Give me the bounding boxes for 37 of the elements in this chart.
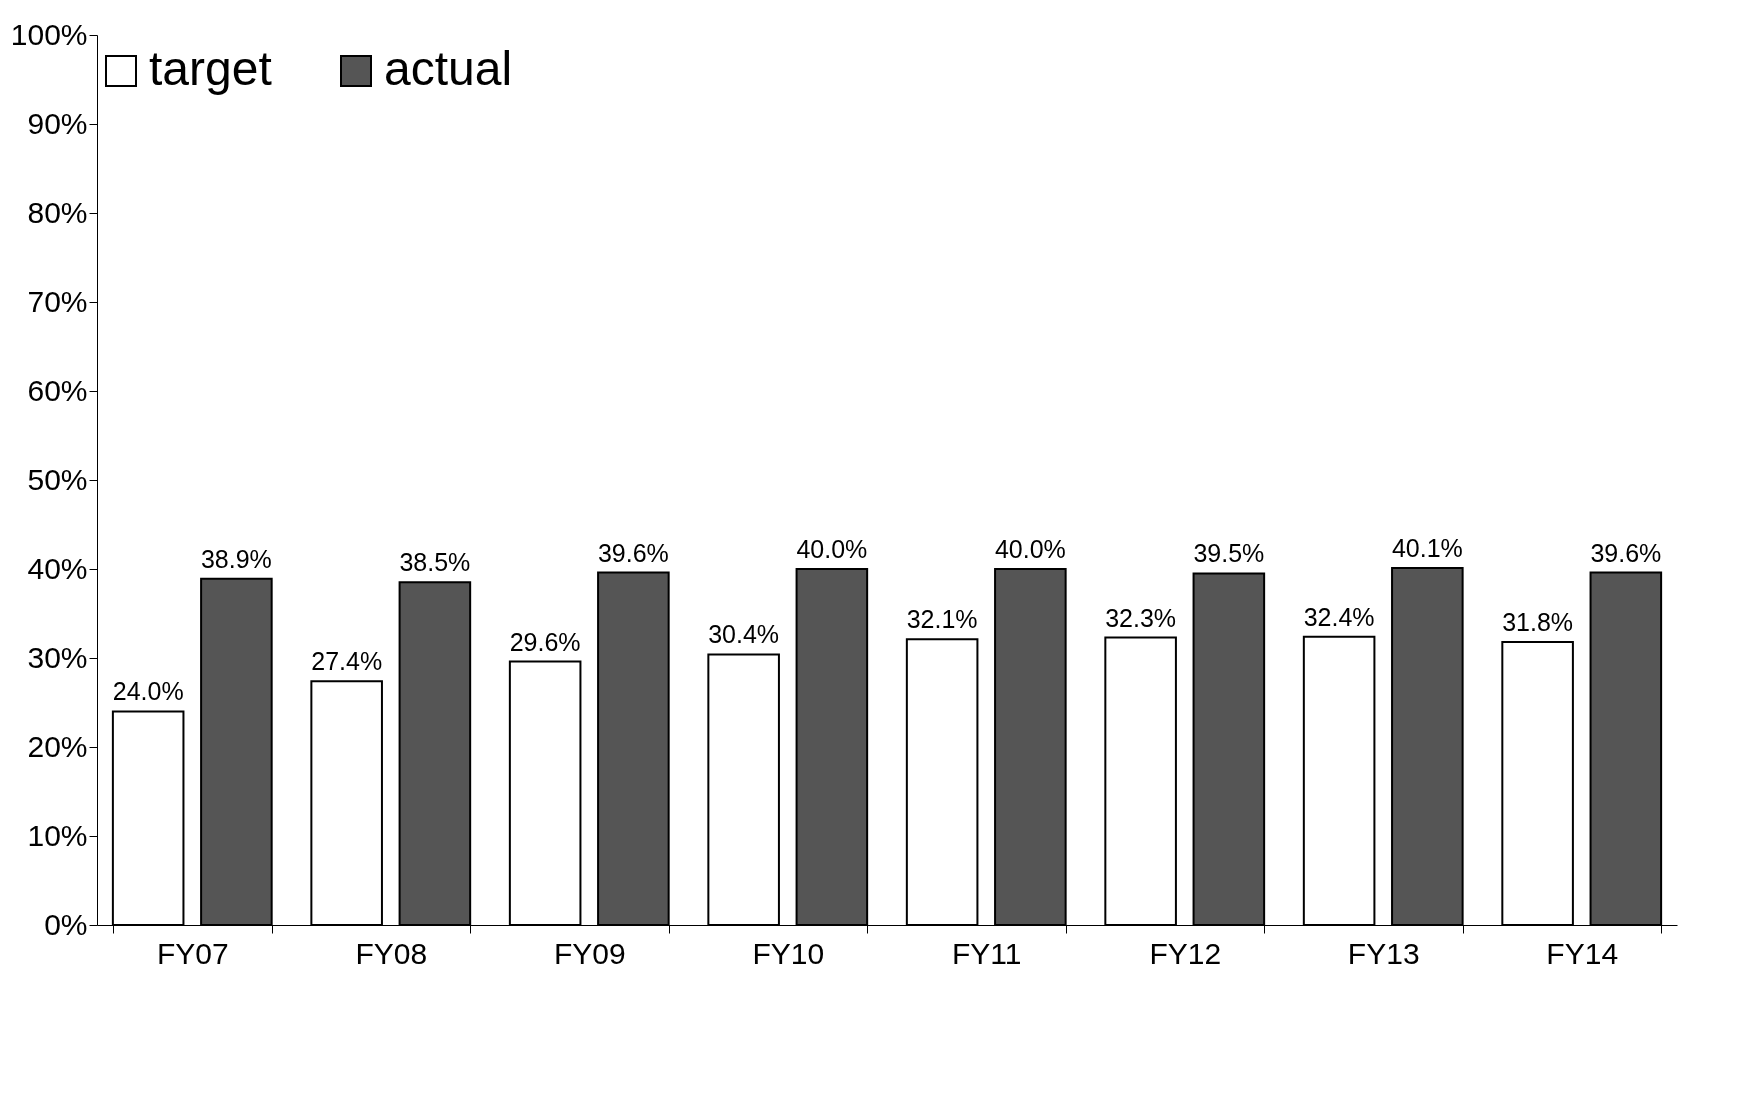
data-label: 40.1% [1391,534,1463,563]
data-label: 39.6% [1590,538,1662,567]
data-label: 32.4% [1303,602,1375,631]
y-tick-label: 80% [27,195,88,229]
x-tick-label: FY09 [553,936,626,970]
data-label: 40.0% [994,535,1066,563]
legend-label: target [149,42,272,95]
y-tick-label: 0% [44,907,88,941]
y-tick-label: 30% [27,640,88,674]
x-tick-label: FY11 [952,936,1022,970]
x-tick-label: FY13 [1347,936,1420,970]
x-tick-label: FY12 [1149,936,1222,970]
y-tick-label: 50% [27,462,88,496]
legend-label: actual [384,42,513,95]
x-tick-label: FY14 [1546,936,1619,970]
x-tick-label: FY10 [752,936,825,970]
data-label: 38.9% [200,544,272,573]
y-tick-label: 20% [27,729,88,763]
data-label: 38.5% [399,548,471,577]
data-label: 24.0% [112,677,184,706]
data-label: 31.8% [1502,607,1574,636]
data-label: 40.0% [796,535,868,563]
x-tick-label: FY07 [156,936,229,970]
data-label: 32.1% [906,605,978,634]
data-label: 39.5% [1193,539,1265,568]
data-label: 32.3% [1105,603,1177,632]
x-tick-label: FY08 [355,936,428,970]
y-tick-label: 100% [10,17,88,51]
y-tick-label: 90% [27,106,88,140]
data-label: 29.6% [509,627,581,656]
data-label: 27.4% [311,647,383,676]
data-label: 30.4% [708,620,780,649]
data-label: 39.6% [597,538,669,567]
y-tick-label: 10% [27,818,88,852]
y-tick-label: 70% [27,284,88,318]
y-tick-label: 40% [27,551,88,585]
y-tick-label: 60% [27,373,88,407]
